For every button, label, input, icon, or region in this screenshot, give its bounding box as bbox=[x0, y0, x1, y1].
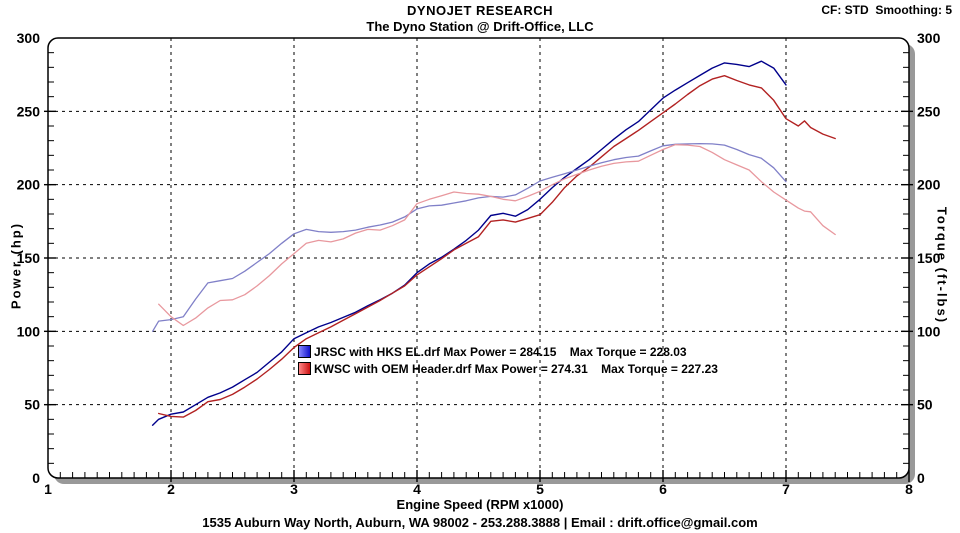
y-axis-tick-label-left: 200 bbox=[17, 177, 41, 193]
x-axis-tick-label: 2 bbox=[167, 481, 175, 497]
y-axis-tick-label-left: 50 bbox=[24, 397, 40, 413]
legend-row-jrsc: JRSC with HKS EL.drf Max Power = 284.15 … bbox=[298, 343, 718, 360]
y-axis-tick-label-right: 100 bbox=[917, 323, 941, 339]
y-axis-label-power: Power (hp) bbox=[8, 221, 24, 310]
legend-label-kwsc: KWSC with OEM Header.drf Max Power = 274… bbox=[314, 361, 718, 376]
y-axis-tick-label-left: 0 bbox=[32, 470, 40, 486]
y-axis-label-torque: Torque (ft-lbs) bbox=[934, 206, 950, 325]
curve-torque-jrsc bbox=[151, 142, 787, 332]
curve-power-jrsc bbox=[151, 60, 787, 426]
y-axis-tick-label-right: 50 bbox=[917, 397, 933, 413]
legend-label-jrsc: JRSC with HKS EL.drf Max Power = 284.15 … bbox=[314, 344, 687, 359]
x-axis-tick-label: 7 bbox=[782, 481, 790, 497]
x-axis-tick-label: 4 bbox=[413, 481, 421, 497]
legend-swatch-blue bbox=[298, 345, 311, 358]
shop-address: 1535 Auburn Way North, Auburn, WA 98002 … bbox=[202, 515, 758, 530]
legend-row-kwsc: KWSC with OEM Header.drf Max Power = 274… bbox=[298, 360, 718, 377]
y-axis-tick-label-right: 0 bbox=[917, 470, 925, 486]
page-subtitle: The Dyno Station @ Drift-Office, LLC bbox=[366, 19, 594, 35]
y-axis-tick-label-left: 250 bbox=[17, 103, 41, 119]
x-axis-tick-label: 3 bbox=[290, 481, 298, 497]
correction-smoothing-label: CF: STD Smoothing: 5 bbox=[821, 3, 952, 17]
curve-power-kwsc bbox=[157, 74, 836, 418]
y-axis-tick-label-left: 300 bbox=[17, 30, 41, 46]
x-axis-tick-label: 5 bbox=[536, 481, 544, 497]
x-axis-tick-label: 1 bbox=[44, 481, 52, 497]
plot-area bbox=[47, 37, 910, 479]
y-axis-tick-label-right: 150 bbox=[917, 250, 941, 266]
curve-torque-kwsc bbox=[158, 144, 836, 327]
legend: JRSC with HKS EL.drf Max Power = 284.15 … bbox=[298, 343, 718, 377]
title-block: DYNOJET RESEARCH The Dyno Station @ Drif… bbox=[0, 3, 960, 36]
y-axis-tick-label-left: 100 bbox=[17, 323, 41, 339]
page-title: DYNOJET RESEARCH bbox=[407, 3, 553, 18]
y-axis-tick-label-right: 200 bbox=[917, 177, 941, 193]
y-axis-tick-label-left: 150 bbox=[17, 250, 41, 266]
x-axis-tick-label: 6 bbox=[659, 481, 667, 497]
y-axis-tick-label-right: 250 bbox=[917, 103, 941, 119]
x-axis-tick-label: 8 bbox=[905, 481, 913, 497]
y-axis-tick-label-right: 300 bbox=[917, 30, 941, 46]
x-axis-label: Engine Speed (RPM x1000) bbox=[396, 497, 564, 512]
legend-swatch-red bbox=[298, 362, 311, 375]
